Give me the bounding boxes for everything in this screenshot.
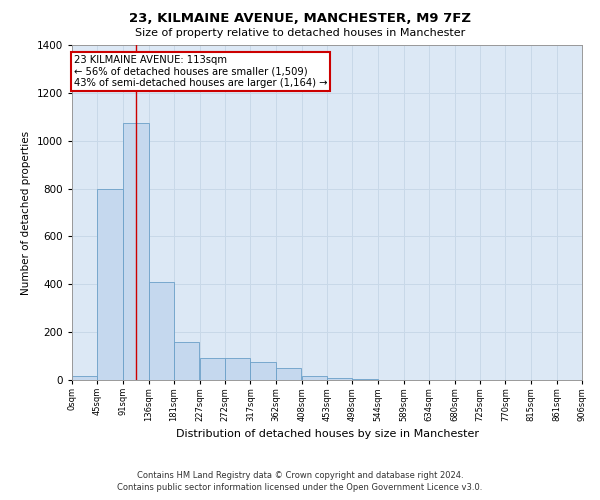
Bar bbox=[97, 188, 122, 380]
Bar bbox=[72, 376, 97, 380]
Bar bbox=[327, 378, 352, 380]
Bar bbox=[352, 379, 377, 380]
Text: 23, KILMAINE AVENUE, MANCHESTER, M9 7FZ: 23, KILMAINE AVENUE, MANCHESTER, M9 7FZ bbox=[129, 12, 471, 26]
Bar bbox=[123, 123, 149, 380]
Bar bbox=[174, 342, 199, 380]
Bar bbox=[200, 358, 225, 380]
X-axis label: Distribution of detached houses by size in Manchester: Distribution of detached houses by size … bbox=[176, 429, 479, 439]
Bar bbox=[250, 362, 276, 380]
Bar bbox=[302, 376, 327, 380]
Text: Size of property relative to detached houses in Manchester: Size of property relative to detached ho… bbox=[135, 28, 465, 38]
Bar bbox=[149, 282, 174, 380]
Bar bbox=[225, 358, 250, 380]
Text: 23 KILMAINE AVENUE: 113sqm
← 56% of detached houses are smaller (1,509)
43% of s: 23 KILMAINE AVENUE: 113sqm ← 56% of deta… bbox=[74, 54, 327, 88]
Y-axis label: Number of detached properties: Number of detached properties bbox=[21, 130, 31, 294]
Bar bbox=[276, 368, 301, 380]
Text: Contains HM Land Registry data © Crown copyright and database right 2024.
Contai: Contains HM Land Registry data © Crown c… bbox=[118, 471, 482, 492]
